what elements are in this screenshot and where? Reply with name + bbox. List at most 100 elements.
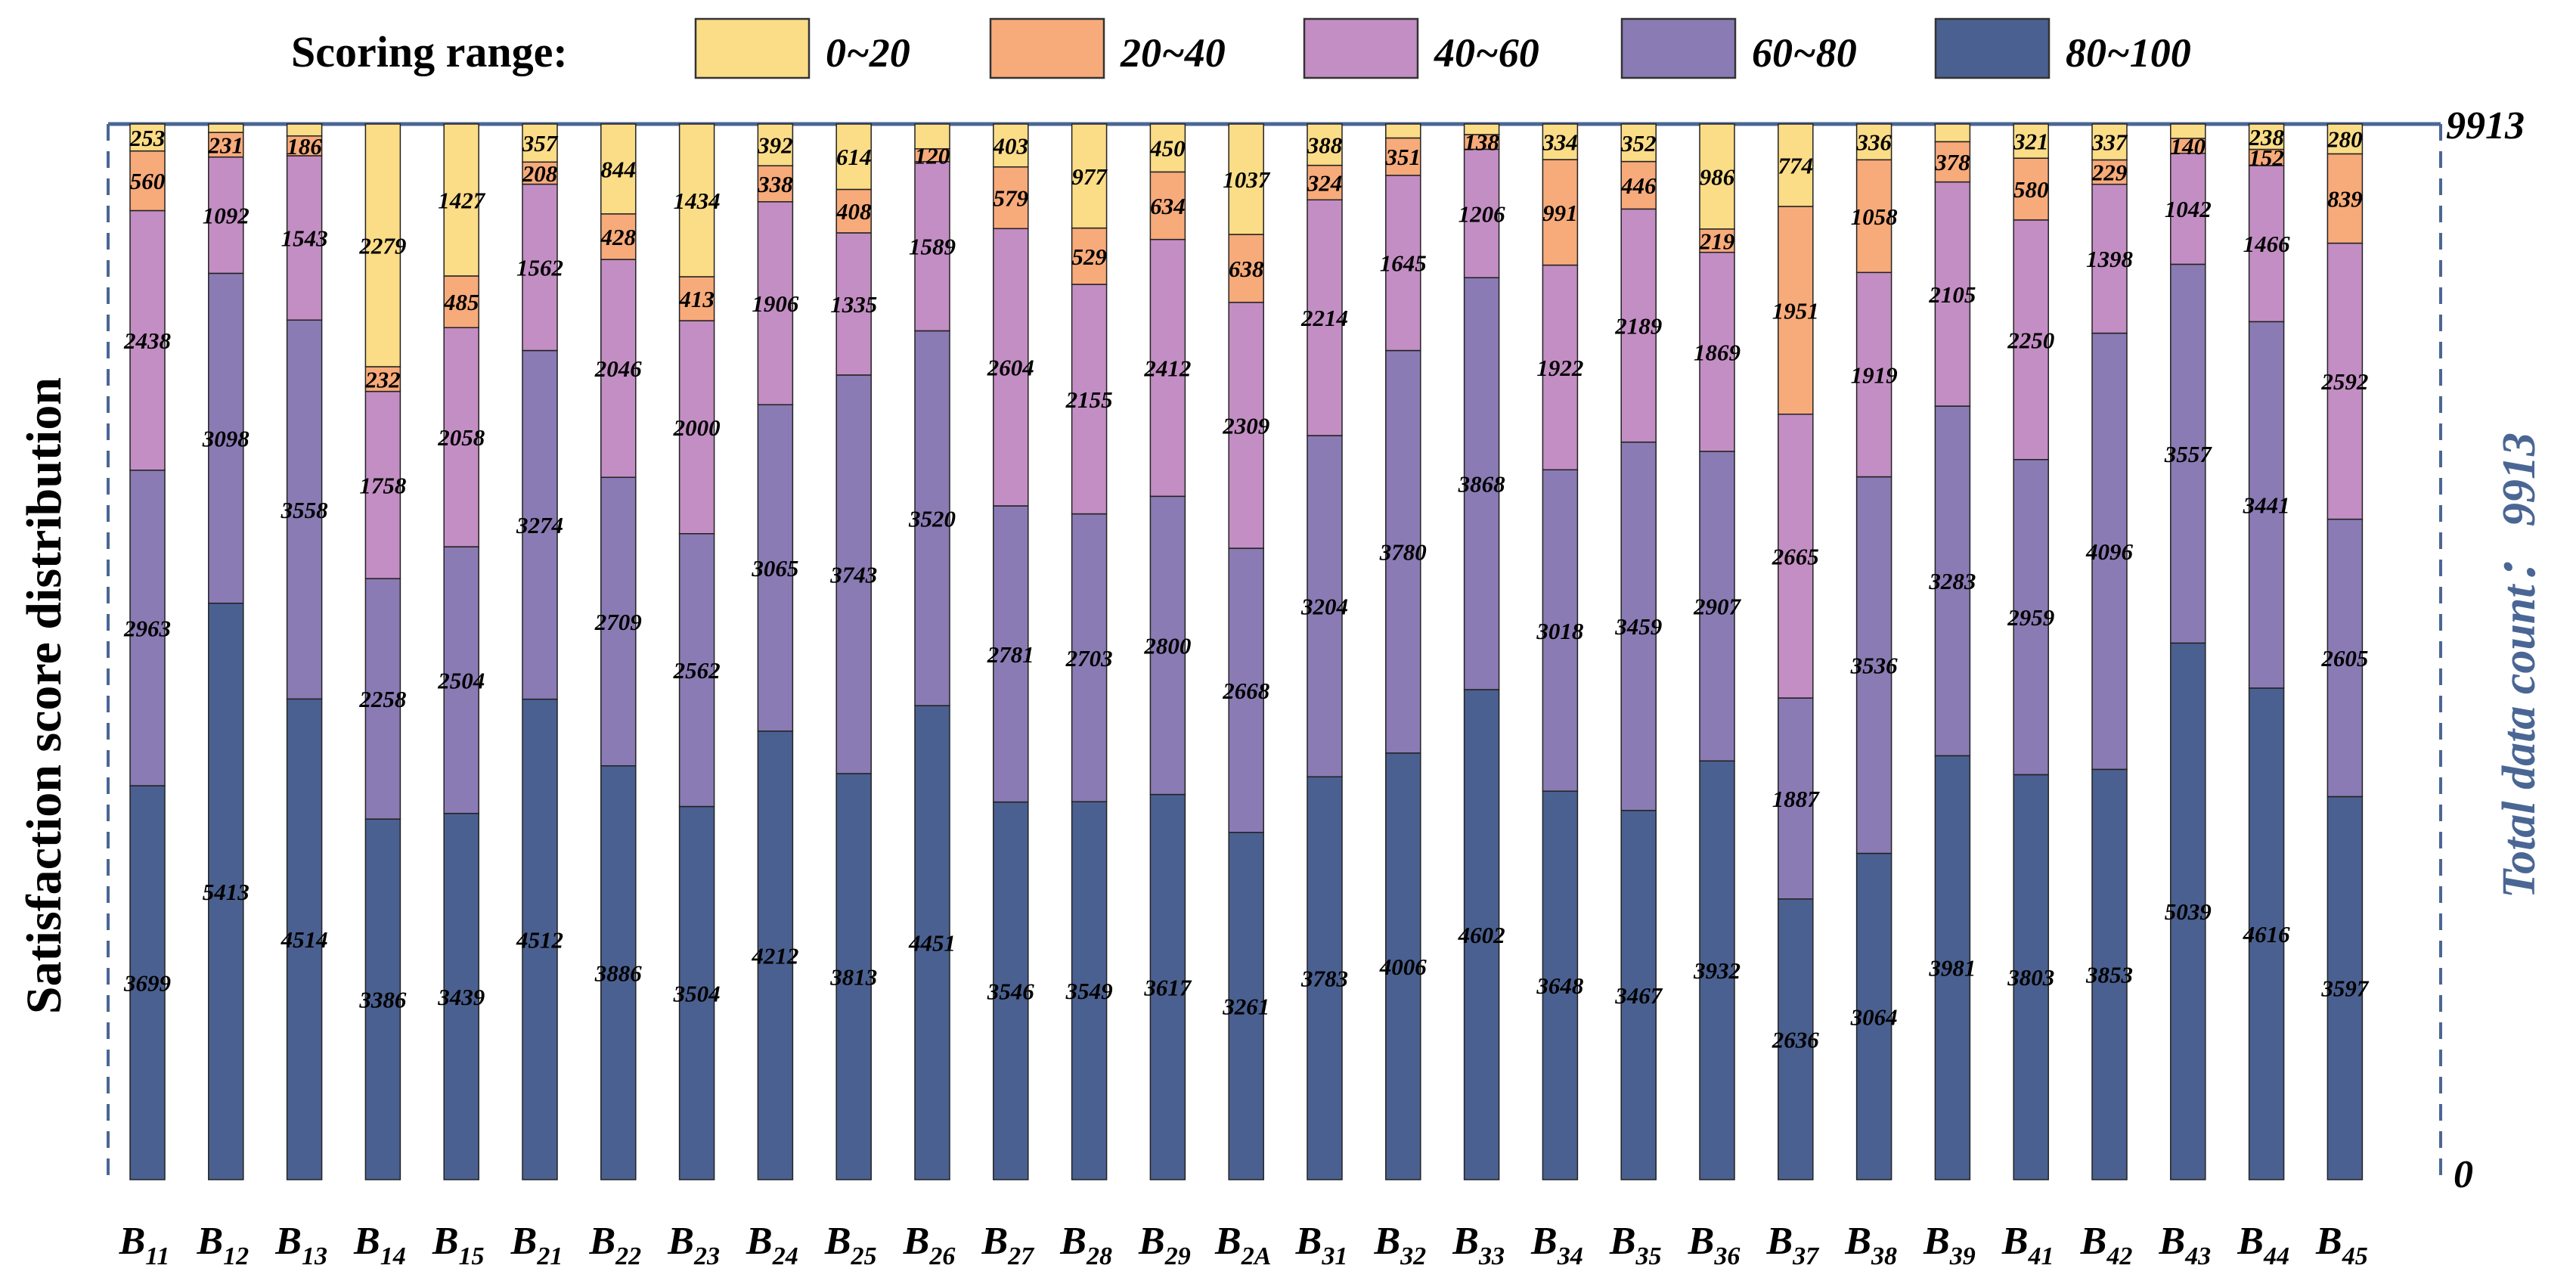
bar-B15-80~100 xyxy=(443,812,479,1180)
x-tick-label: B42 xyxy=(2080,1220,2133,1270)
bar-B39-60~80 xyxy=(1934,405,1971,757)
x-tick-label: B39 xyxy=(1923,1220,1976,1270)
data-label: 3597 xyxy=(2320,975,2370,1002)
data-label: 336 xyxy=(1855,129,1892,156)
data-label: 338 xyxy=(757,171,793,197)
legend-label-20~40: 20~40 xyxy=(1120,30,1226,76)
bar-B11-0~20 xyxy=(129,123,166,152)
data-label: 3204 xyxy=(1300,594,1348,620)
data-label: 3557 xyxy=(2164,441,2213,467)
data-label: 3386 xyxy=(358,987,407,1013)
x-tick-label: B24 xyxy=(746,1220,798,1270)
bar-B27-40~60 xyxy=(993,228,1029,507)
data-label: 1037 xyxy=(1223,166,1271,193)
bar-B29-0~20 xyxy=(1149,123,1186,173)
data-label: 1335 xyxy=(830,291,877,318)
x-tick-label: B44 xyxy=(2237,1220,2289,1270)
x-tick-label: B15 xyxy=(432,1220,485,1270)
data-label: 2562 xyxy=(673,657,721,684)
bar-B34-40~60 xyxy=(1542,264,1579,471)
data-label: 3886 xyxy=(594,960,643,986)
bar-B39-20~40 xyxy=(1934,141,1971,183)
bar-B14-60~80 xyxy=(364,578,401,820)
x-tick-label: B2A xyxy=(1214,1220,1271,1270)
bar-B32-80~100 xyxy=(1385,752,1421,1180)
y-tick-top: 9913 xyxy=(2446,104,2525,147)
data-label: 1922 xyxy=(1536,355,1583,381)
x-tick-label: B27 xyxy=(981,1220,1035,1270)
data-label: 1434 xyxy=(674,188,721,214)
bar-B15-0~20 xyxy=(443,123,479,277)
bar-B23-0~20 xyxy=(678,123,715,278)
data-label: 4096 xyxy=(2085,538,2134,565)
x-tick-label: B33 xyxy=(1452,1220,1505,1270)
data-label: 408 xyxy=(835,198,872,225)
data-label: 2665 xyxy=(1772,543,1819,569)
bar-B25-20~40 xyxy=(835,188,872,234)
data-label: 638 xyxy=(1229,256,1264,282)
data-label: 3699 xyxy=(123,970,171,997)
bar-B35-0~20 xyxy=(1620,123,1657,163)
data-label: 2105 xyxy=(1928,281,1976,308)
bar-B24-60~80 xyxy=(757,404,794,732)
bar-B44-80~100 xyxy=(2248,687,2285,1180)
bar-B44-0~20 xyxy=(2248,123,2285,150)
bar-B31-40~60 xyxy=(1307,199,1343,436)
data-label: 774 xyxy=(1778,152,1814,178)
bar-B13-60~80 xyxy=(286,319,323,700)
bar-B27-0~20 xyxy=(993,123,1029,168)
data-label: 5039 xyxy=(2165,898,2212,925)
data-label: 3780 xyxy=(1379,539,1427,566)
bar-B11-20~40 xyxy=(129,150,166,212)
data-label: 2781 xyxy=(987,641,1034,668)
bar-B23-80~100 xyxy=(678,805,715,1180)
data-label: 1427 xyxy=(438,187,486,213)
data-label: 2000 xyxy=(673,414,721,441)
x-tick-label: B45 xyxy=(2315,1220,2368,1270)
bar-B39-0~20 xyxy=(1934,123,1971,143)
data-label: 321 xyxy=(2013,129,2049,155)
data-label: 485 xyxy=(443,289,479,315)
data-label: 337 xyxy=(2091,129,2128,156)
data-label: 280 xyxy=(2326,126,2363,153)
bar-B21-60~80 xyxy=(522,349,558,700)
x-tick-label: B31 xyxy=(1295,1220,1348,1270)
data-label: 634 xyxy=(1150,193,1186,219)
x-tick-label: B43 xyxy=(2158,1220,2211,1270)
legend-swatch-20~40 xyxy=(989,17,1105,79)
data-label: 152 xyxy=(2249,144,2284,171)
bars xyxy=(129,123,2364,1180)
data-label: 1092 xyxy=(203,203,250,229)
bar-B21-20~40 xyxy=(522,161,558,185)
data-label: 413 xyxy=(678,286,715,312)
data-label: 580 xyxy=(2013,176,2049,203)
bar-B32-40~60 xyxy=(1385,175,1421,352)
bar-B36-20~40 xyxy=(1699,228,1735,253)
data-label: 378 xyxy=(1934,149,1970,175)
data-label: 4212 xyxy=(751,942,798,969)
bar-B25-0~20 xyxy=(835,123,872,191)
bar-B43-0~20 xyxy=(2170,123,2206,139)
bar-B42-60~80 xyxy=(2091,332,2128,771)
bar-B41-80~100 xyxy=(2013,774,2049,1180)
data-label: 4451 xyxy=(908,930,956,957)
data-label: 3648 xyxy=(1536,972,1584,999)
bar-B32-0~20 xyxy=(1385,123,1421,139)
data-label: 3743 xyxy=(829,561,877,588)
data-label: 219 xyxy=(1699,228,1735,254)
bar-B43-60~80 xyxy=(2170,263,2206,644)
bar-B35-60~80 xyxy=(1620,441,1657,811)
x-tick-label: B32 xyxy=(1373,1220,1426,1270)
data-label: 186 xyxy=(287,133,322,160)
bar-B22-40~60 xyxy=(600,259,637,479)
bar-B42-0~20 xyxy=(2091,123,2128,161)
data-label: 3932 xyxy=(1693,957,1741,984)
data-label: 3018 xyxy=(1536,618,1584,644)
x-tick-label: B12 xyxy=(196,1220,249,1270)
x-tick-label: B25 xyxy=(824,1220,877,1270)
data-label: 3558 xyxy=(281,497,329,523)
data-label: 2963 xyxy=(123,615,171,641)
bar-B2A-20~40 xyxy=(1228,234,1264,303)
bar-B38-0~20 xyxy=(1855,123,1892,161)
x-tick-label: B13 xyxy=(274,1220,327,1270)
